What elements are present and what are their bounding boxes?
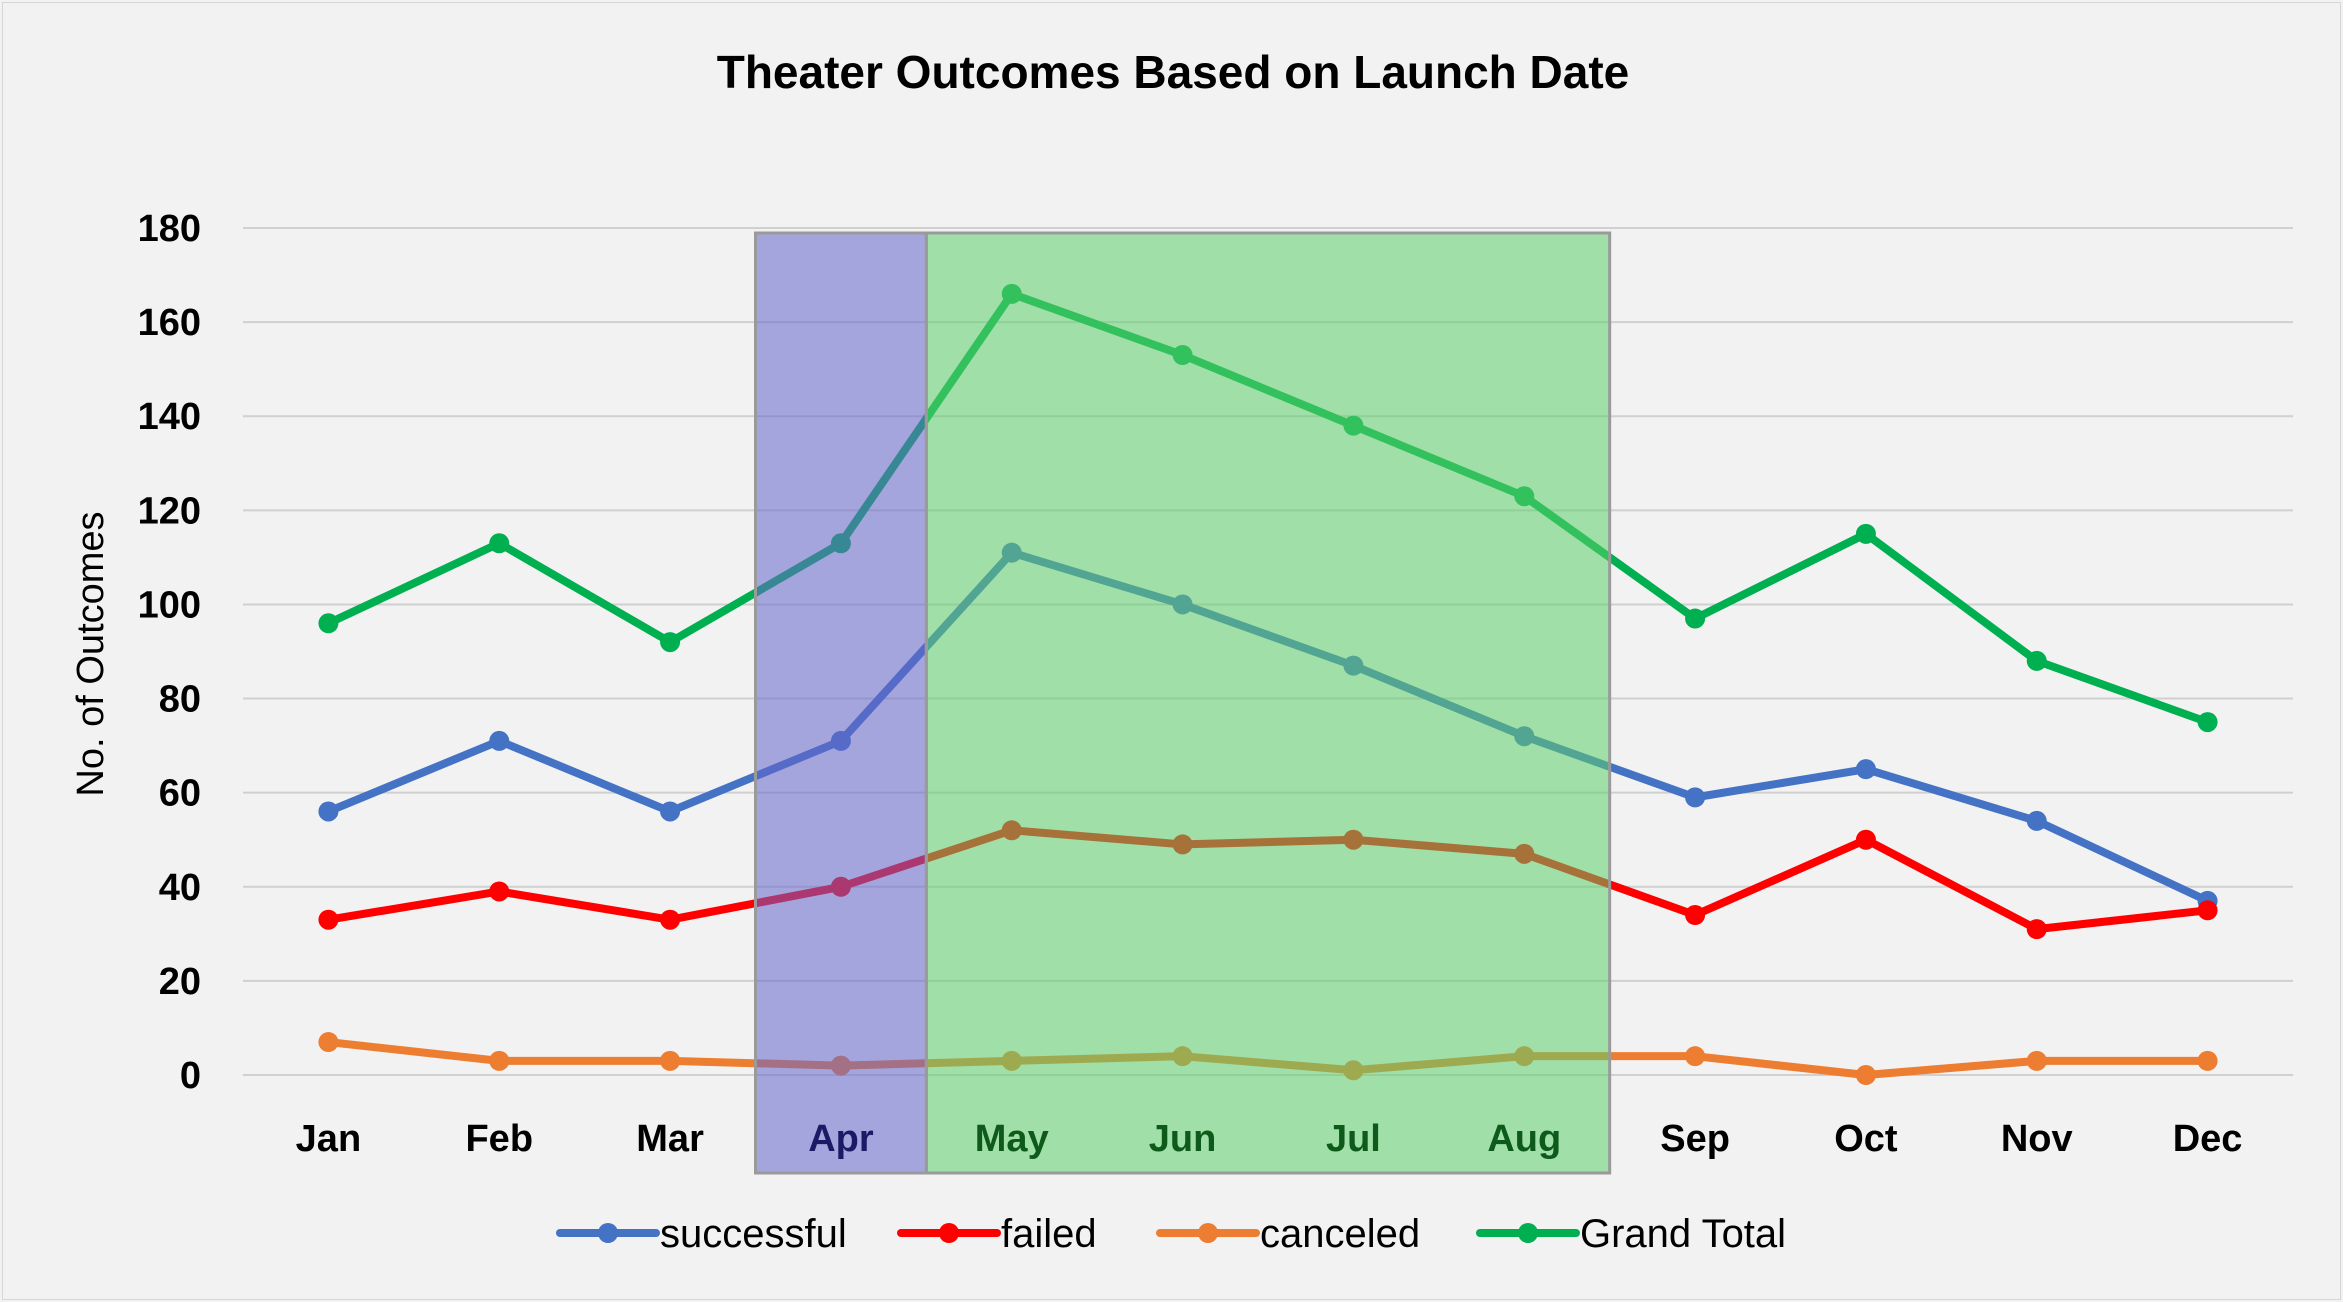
line-chart: Theater Outcomes Based on Launch Date No… — [70, 46, 2293, 1256]
y-tick-label: 40 — [159, 867, 201, 909]
chart-title: Theater Outcomes Based on Launch Date — [717, 46, 1630, 98]
y-tick-label: 140 — [138, 396, 201, 438]
x-tick-label: Sep — [1660, 1118, 1730, 1160]
y-tick-label: 0 — [180, 1055, 201, 1097]
data-point — [660, 632, 681, 653]
legend-item: successful — [556, 1212, 847, 1256]
data-point — [489, 881, 510, 902]
data-point — [660, 909, 681, 930]
data-point — [489, 533, 510, 554]
x-tick-label: Jun — [1149, 1118, 1217, 1160]
y-tick-label: 100 — [138, 584, 201, 626]
legend: successful failed canceled Grand Total — [556, 1212, 1786, 1256]
data-point — [660, 801, 681, 822]
legend-label: canceled — [1260, 1212, 1420, 1256]
data-point — [318, 909, 339, 930]
data-point — [1855, 1065, 1876, 1085]
legend-swatch-marker — [598, 1223, 618, 1243]
highlight-band — [924, 231, 1612, 1175]
y-tick-label: 60 — [159, 773, 201, 815]
legend-swatch-marker — [1518, 1223, 1538, 1243]
y-tick-label: 160 — [138, 302, 201, 344]
data-point — [1855, 829, 1876, 850]
data-point — [318, 801, 339, 822]
data-point — [2197, 900, 2218, 921]
x-tick-label: Nov — [2001, 1118, 2073, 1160]
legend-swatch-marker — [1198, 1223, 1218, 1243]
data-point — [1685, 608, 1706, 629]
legend-swatch-marker — [939, 1223, 959, 1243]
y-tick-label: 180 — [138, 208, 201, 250]
data-point — [2026, 1050, 2047, 1071]
data-point — [660, 1050, 681, 1071]
x-tick-label: Mar — [636, 1118, 704, 1160]
legend-label: Grand Total — [1580, 1212, 1786, 1256]
legend-item: Grand Total — [1476, 1212, 1786, 1256]
y-tick-label: 120 — [138, 490, 201, 532]
y-tick-label: 20 — [159, 961, 201, 1003]
x-axis-ticks: Jan Feb Mar Apr May Jun Jul Aug Sep Oct Nov Dec — [296, 1118, 2243, 1160]
data-point — [1685, 905, 1706, 926]
legend-item: failed — [897, 1212, 1097, 1256]
x-tick-label: Apr — [808, 1118, 874, 1160]
highlight-band — [754, 231, 928, 1175]
data-point — [2026, 919, 2047, 940]
x-tick-label: Jan — [296, 1118, 361, 1160]
legend-item: canceled — [1156, 1212, 1420, 1256]
x-tick-label: Oct — [1834, 1118, 1898, 1160]
data-point — [489, 730, 510, 751]
data-point — [1685, 1046, 1706, 1067]
data-point — [1855, 759, 1876, 780]
x-tick-label: May — [975, 1118, 1049, 1160]
x-tick-label: Jul — [1326, 1118, 1381, 1160]
data-point — [1855, 523, 1876, 544]
data-point — [489, 1050, 510, 1071]
legend-label: failed — [1001, 1212, 1097, 1256]
x-tick-label: Aug — [1487, 1118, 1561, 1160]
data-point — [2197, 712, 2218, 733]
y-axis-ticks: 0 20 40 60 80 100 120 140 160 180 — [138, 208, 201, 1097]
legend-label: successful — [660, 1212, 847, 1256]
x-tick-label: Feb — [465, 1118, 533, 1160]
data-point — [2026, 650, 2047, 671]
x-tick-label: Dec — [2173, 1118, 2243, 1160]
data-point — [1685, 787, 1706, 808]
y-axis-label: No. of Outcomes — [70, 511, 112, 796]
data-point — [2197, 1050, 2218, 1071]
y-tick-label: 80 — [159, 679, 201, 721]
data-point — [318, 613, 339, 634]
data-point — [2026, 810, 2047, 831]
data-point — [318, 1032, 339, 1053]
